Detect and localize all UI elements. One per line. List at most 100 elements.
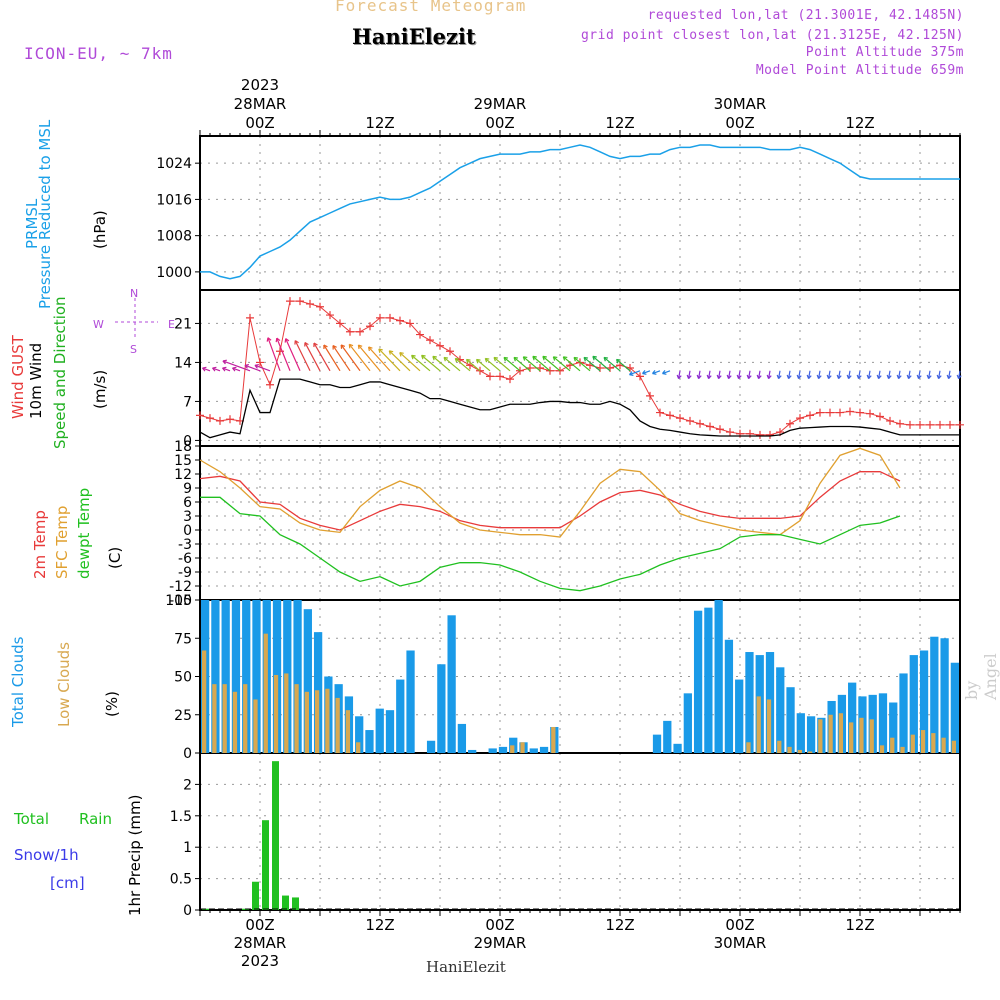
total-cloud-bar — [806, 716, 816, 753]
wind-direction-arrow — [378, 348, 401, 372]
wind-arrow-head — [846, 374, 852, 380]
wind-arrow-head — [454, 357, 460, 363]
gust-marker — [786, 419, 794, 428]
precip-unit-label: [cm] — [50, 874, 85, 892]
compass-w: W — [93, 318, 104, 331]
total-cloud-bar — [745, 652, 754, 753]
wind-direction-arrow — [432, 355, 451, 372]
wind-direction-arrow — [513, 356, 531, 372]
y-tick-label: 0 — [183, 903, 192, 919]
low-cloud-bar — [756, 696, 761, 753]
y-tick-label: 0 — [183, 433, 192, 449]
gust-marker — [866, 409, 874, 418]
low-cloud-bar — [284, 673, 289, 753]
y-tick-label: 7 — [183, 394, 192, 410]
gust-marker — [816, 408, 824, 417]
wind-direction-arrow — [443, 356, 461, 372]
y-tick-label: 0 — [183, 746, 192, 762]
y-tick-label: 15 — [174, 453, 192, 469]
wind-arrow-head — [629, 371, 634, 376]
time-label-bottom: 29MAR — [474, 934, 527, 952]
y-tick-label: -6 — [178, 551, 192, 567]
wind-direction-arrow — [552, 356, 571, 372]
gust-marker — [676, 414, 684, 423]
wind-arrow-head — [776, 374, 782, 380]
gust-marker — [666, 411, 674, 420]
wind-direction-arrow — [758, 370, 761, 379]
wind-direction-arrow — [232, 367, 241, 372]
low-cloud-bar — [243, 684, 248, 753]
wind-arrow-head — [222, 366, 227, 372]
wind-arrow-head — [856, 374, 862, 380]
wind-arrow-head — [378, 348, 383, 353]
wind-direction-arrow — [285, 338, 301, 372]
wind-arrow-head — [562, 356, 568, 361]
wind-arrow-head — [421, 354, 426, 360]
gust-marker — [696, 419, 704, 428]
total-cloud-bar — [231, 600, 241, 753]
t2m-line — [199, 471, 901, 531]
wind-direction-arrow — [222, 367, 231, 372]
station-name: HaniElezit — [352, 24, 476, 49]
wind-arrow-head — [916, 374, 922, 380]
gust-marker — [266, 380, 274, 389]
low-cloud-bar — [818, 719, 823, 753]
time-label-bottom: 00Z — [485, 916, 514, 934]
total-cloud-bar — [899, 673, 908, 753]
wind-direction-arrow — [662, 370, 671, 375]
wind-arrow-head — [284, 338, 290, 343]
gust-marker — [356, 327, 364, 336]
total-cloud-bar — [396, 679, 405, 753]
time-label-top: 28MAR — [234, 95, 287, 113]
wind-direction-arrow — [838, 370, 841, 379]
wind-arrow-head — [796, 374, 802, 380]
time-label-bottom: 28MAR — [234, 934, 287, 952]
wind-direction-arrow — [454, 357, 471, 372]
wind-arrow-head — [956, 374, 962, 380]
total-cloud-bar — [211, 600, 220, 753]
gust-marker — [876, 412, 884, 421]
wind-direction-arrow — [798, 370, 801, 379]
wind-arrow-head — [592, 355, 597, 361]
wind-direction-arrow — [642, 370, 651, 375]
wind-arrow-head — [357, 344, 363, 350]
gust-marker — [546, 366, 554, 375]
wind-arrow-head — [806, 374, 812, 380]
wind-direction-arrow — [583, 356, 601, 372]
y-tick-label: 12 — [174, 467, 192, 483]
gust-marker — [726, 428, 734, 437]
wind-direction-arrow — [562, 356, 581, 372]
wind-arrow-head — [946, 374, 952, 380]
wind-direction-arrow — [484, 357, 501, 372]
gust-marker — [896, 419, 904, 428]
wind-arrow-head — [244, 363, 250, 369]
low-cloud-bar — [828, 714, 833, 753]
wind-arrow-head — [642, 370, 647, 375]
wind-direction-arrow — [652, 370, 661, 375]
gust-marker — [416, 330, 424, 339]
total-cloud-bar — [498, 746, 508, 753]
gust-marker — [496, 372, 504, 381]
y-tick-label: 2 — [183, 777, 192, 793]
wind-arrow-head — [399, 351, 404, 357]
precip-rain-label: Rain — [79, 810, 112, 828]
wind-direction-arrow — [918, 370, 921, 379]
low-cloud-bar — [787, 746, 792, 753]
total-cloud-bar — [293, 600, 302, 753]
wind-direction-arrow — [202, 367, 211, 372]
total-cloud-bar — [930, 636, 939, 753]
wind-direction-arrow — [948, 370, 951, 379]
low-cloud-bar — [859, 717, 864, 753]
wind-arrow-head — [484, 357, 490, 363]
total-cloud-bar — [693, 610, 703, 753]
wind-arrow-head — [686, 374, 692, 380]
time-label-top: 12Z — [605, 114, 634, 132]
low-cloud-bar — [849, 722, 854, 753]
y-tick-label: 100 — [165, 593, 192, 609]
total-cloud-bar — [457, 723, 467, 753]
gust-marker — [226, 415, 234, 424]
gust-marker — [706, 422, 714, 431]
wind-direction-arrow — [848, 370, 851, 379]
gust-marker — [246, 313, 254, 322]
